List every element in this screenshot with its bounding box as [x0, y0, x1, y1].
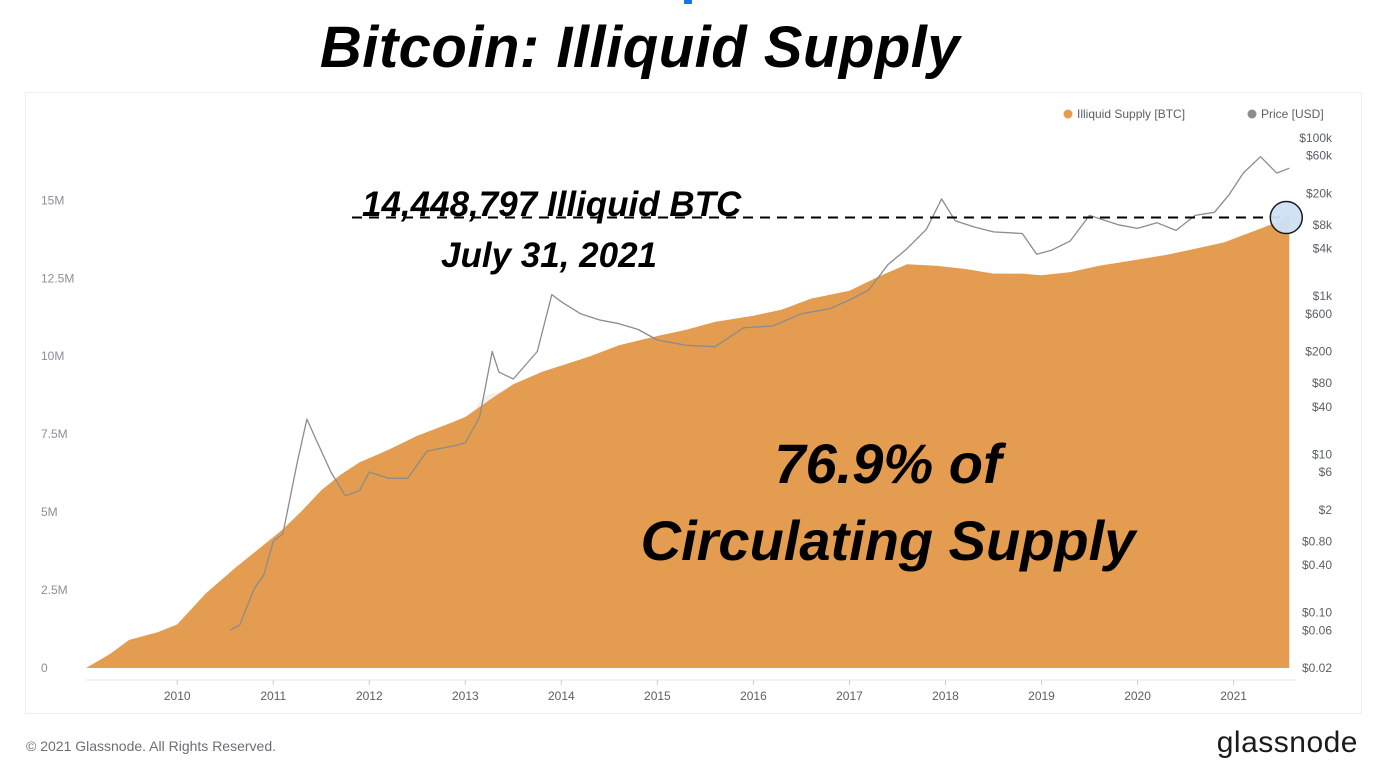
legend: Illiquid Supply [BTC] Price [USD]: [1063, 107, 1324, 121]
annotation-illiquid-btc: 14,448,797 Illiquid BTC: [362, 185, 742, 224]
price-line: [229, 156, 1290, 631]
x-axis-tick-label: 2016: [740, 689, 767, 703]
right-axis-tick-label: $100k: [1299, 131, 1333, 145]
right-axis-tick-label: $8k: [1313, 218, 1333, 232]
x-axis-tick-label: 2017: [836, 689, 863, 703]
latest-value-marker: [1269, 200, 1304, 235]
left-axis-tick-label: 12.5M: [41, 271, 74, 285]
right-axis-tick-label: $6: [1319, 465, 1333, 479]
x-axis-tick-label: 2013: [452, 689, 479, 703]
right-axis-tick-label: $1k: [1313, 289, 1333, 303]
x-axis-tick-label: 2020: [1124, 689, 1151, 703]
right-axis-tick-label: $60k: [1306, 149, 1333, 163]
x-axis-tick-label: 2021: [1220, 689, 1247, 703]
copyright-notice: © 2021 Glassnode. All Rights Reserved.: [26, 738, 277, 754]
x-axis-tick-label: 2019: [1028, 689, 1055, 703]
right-axis-tick-label: $2: [1319, 503, 1333, 517]
x-axis-tick-label: 2011: [260, 689, 286, 703]
right-axis-tick-label: $0.02: [1302, 661, 1332, 675]
annotation-circulating: Circulating Supply: [641, 509, 1139, 572]
right-axis-tick-label: $0.40: [1302, 558, 1332, 572]
right-axis-tick-label: $20k: [1306, 186, 1333, 200]
price-series: [229, 156, 1290, 631]
legend-label-price: Price [USD]: [1261, 107, 1324, 121]
right-axis-tick-label: $600: [1305, 307, 1332, 321]
x-axis-tick-label: 2014: [548, 689, 575, 703]
left-axis-tick-label: 2.5M: [41, 583, 68, 597]
legend-label-supply: Illiquid Supply [BTC]: [1077, 107, 1185, 121]
right-axis-tick-label: $200: [1305, 345, 1332, 359]
right-axis-tick-label: $10: [1312, 447, 1332, 461]
page-title: Bitcoin: Illiquid Supply: [319, 15, 961, 80]
accent-tick: [684, 0, 692, 4]
legend-swatch-supply: [1063, 109, 1073, 119]
right-axis: $100k $60k $20k $8k $4k $1k $600 $200 $80 $40 $10 $…: [1299, 131, 1333, 675]
legend-swatch-price: [1247, 109, 1257, 119]
x-axis: 2010 2011 2012 2013 2014 2015 2016 2017 2018 2019…: [86, 679, 1296, 703]
x-axis-tick-label: 2018: [932, 689, 959, 703]
right-axis-tick-label: $0.06: [1302, 623, 1332, 637]
annotations: 14,448,797 Illiquid BTC July 31, 2021 76.9…: [352, 185, 1304, 572]
right-axis-tick-label: $0.80: [1302, 534, 1332, 548]
left-axis-tick-label: 5M: [41, 505, 58, 519]
right-axis-tick-label: $0.10: [1302, 606, 1332, 620]
left-axis: 0 2.5M 5M 7.5M 10M 12.5M 15M: [41, 193, 74, 675]
right-axis-tick-label: $80: [1312, 376, 1332, 390]
left-axis-tick-label: 10M: [41, 349, 64, 363]
left-axis-tick-label: 0: [41, 661, 48, 675]
right-axis-tick-label: $40: [1312, 400, 1332, 414]
brand-logo: glassnode: [1216, 726, 1358, 759]
left-axis-tick-label: 7.5M: [41, 427, 68, 441]
left-axis-tick-label: 15M: [41, 193, 64, 207]
right-axis-tick-label: $4k: [1313, 242, 1333, 256]
supply-series: [86, 217, 1290, 668]
supply-area: [86, 217, 1290, 668]
x-axis-tick-label: 2010: [164, 689, 191, 703]
x-axis-tick-label: 2015: [644, 689, 671, 703]
annotation-percent: 76.9% of: [774, 432, 1007, 495]
annotation-date: July 31, 2021: [441, 236, 657, 275]
x-axis-tick-label: 2012: [356, 689, 383, 703]
